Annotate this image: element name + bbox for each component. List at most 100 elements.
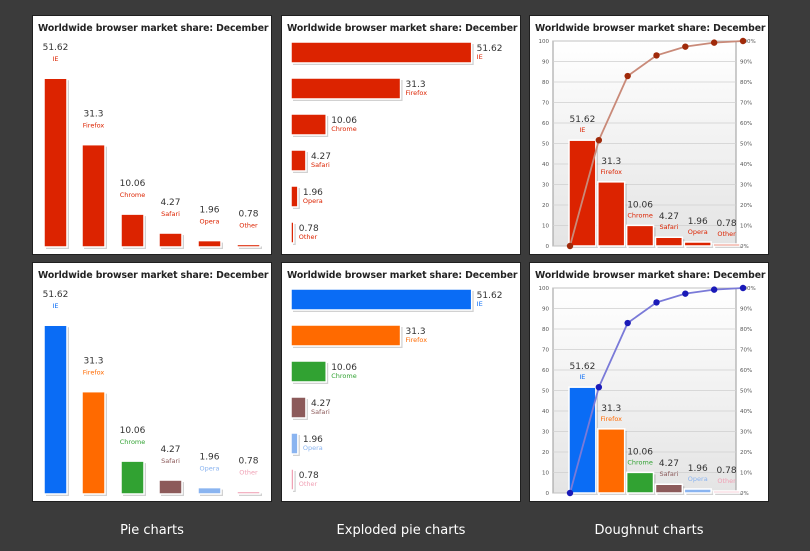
- chart-panel-pie-color: Worldwide browser market share: December…: [32, 262, 272, 502]
- category-label: Firefox: [83, 369, 105, 377]
- y-tick-label: 10: [542, 471, 549, 477]
- data-value-label: 10.06: [627, 200, 653, 210]
- category-label: Chrome: [627, 458, 653, 466]
- bar: [290, 41, 473, 64]
- data-value-label: 4.27: [659, 459, 679, 469]
- y-tick-label: 50: [542, 142, 549, 148]
- category-label: Safari: [161, 457, 180, 465]
- cumulative-point: [739, 37, 747, 45]
- bar: [568, 139, 597, 247]
- bar: [625, 471, 655, 494]
- category-label: Other: [717, 477, 736, 485]
- y-tick-label: 70: [542, 101, 549, 107]
- category-label: Opera: [303, 197, 323, 205]
- chart-panel-exploded-color: Worldwide browser market share: December…: [281, 262, 521, 502]
- data-value-label: 31.3: [83, 357, 103, 367]
- caption-doughnut-charts[interactable]: Doughnut charts: [594, 523, 704, 538]
- y2-tick-label: 0%: [740, 244, 749, 250]
- chart-title: Worldwide browser market share: December…: [287, 23, 521, 34]
- y-tick-label: 80: [542, 80, 549, 86]
- y2-tick-label: 90%: [740, 60, 752, 66]
- data-value-label: 31.3: [406, 327, 426, 337]
- category-label: Other: [299, 233, 318, 241]
- bar: [597, 181, 626, 247]
- bar: [625, 224, 655, 247]
- y2-tick-label: 70%: [740, 348, 752, 354]
- y2-tick-label: 100%: [740, 286, 756, 292]
- bar: [290, 396, 307, 419]
- bar: [290, 288, 473, 311]
- caption-pie-charts[interactable]: Pie charts: [120, 523, 184, 538]
- y2-tick-label: 90%: [740, 307, 752, 313]
- data-value-label: 31.3: [601, 404, 621, 414]
- data-value-label: 31.3: [83, 110, 103, 120]
- data-value-label: 4.27: [311, 399, 331, 409]
- category-label: IE: [477, 300, 483, 308]
- cumulative-point: [682, 43, 689, 50]
- cumulative-point: [710, 286, 718, 293]
- data-value-label: 4.27: [160, 198, 180, 208]
- y2-tick-label: 40%: [740, 162, 752, 168]
- y2-tick-label: 10%: [740, 471, 752, 477]
- y-tick-label: 40: [542, 409, 549, 415]
- bar: [236, 243, 261, 248]
- category-label: Chrome: [331, 372, 357, 380]
- data-value-label: 51.62: [477, 44, 503, 54]
- y-tick-label: 0: [546, 244, 550, 250]
- data-value-label: 10.06: [120, 179, 146, 189]
- category-label: Opera: [303, 444, 323, 452]
- category-label: Chrome: [331, 125, 357, 133]
- y-tick-label: 60: [542, 121, 549, 127]
- y2-tick-label: 30%: [740, 430, 752, 436]
- chart-svg: 0 0% 10 10% 20 20% 30 30% 40 40% 50 50% 60 60% 70 70% 80…: [539, 284, 756, 497]
- data-value-label: 31.3: [601, 157, 621, 167]
- bar: [712, 490, 741, 494]
- y-tick-label: 30: [542, 430, 549, 436]
- y2-tick-label: 80%: [740, 80, 752, 86]
- y2-tick-label: 70%: [740, 101, 752, 107]
- category-label: Opera: [200, 465, 220, 473]
- data-value-label: 1.96: [303, 435, 323, 445]
- y-tick-label: 20: [542, 450, 549, 456]
- y-tick-label: 0: [546, 491, 550, 497]
- chart-svg: 51.62IE31.3Firefox10.06Chrome4.27Safari1…: [290, 288, 503, 492]
- y-tick-label: 60: [542, 368, 549, 374]
- y-tick-label: 90: [542, 60, 549, 66]
- bar: [290, 149, 307, 172]
- category-label: Chrome: [120, 191, 146, 199]
- category-label: Safari: [659, 470, 678, 478]
- chart-panel-doughnut-color: Worldwide browser market share: December…: [529, 262, 769, 502]
- bar: [197, 486, 222, 495]
- data-value-label: 1.96: [199, 206, 219, 216]
- category-label: Other: [299, 480, 318, 488]
- bar: [290, 324, 402, 347]
- cumulative-point: [624, 72, 631, 80]
- data-value-label: 51.62: [477, 291, 503, 301]
- y2-tick-label: 60%: [740, 368, 752, 374]
- y-tick-label: 80: [542, 327, 549, 333]
- data-value-label: 1.96: [303, 188, 323, 198]
- bar: [236, 490, 261, 495]
- y-tick-label: 70: [542, 348, 549, 354]
- category-label: Safari: [311, 161, 330, 169]
- category-label: IE: [579, 126, 585, 134]
- bar: [290, 77, 402, 100]
- category-label: Other: [239, 468, 258, 476]
- category-label: Other: [717, 230, 736, 238]
- cumulative-point: [710, 39, 718, 46]
- chart-title: Worldwide browser market share: December…: [38, 23, 272, 34]
- bar: [290, 185, 299, 208]
- chart-panel-doughnut-red: Worldwide browser market share: December…: [529, 15, 769, 255]
- cumulative-point: [653, 52, 660, 59]
- y-tick-label: 10: [542, 224, 549, 230]
- data-value-label: 10.06: [627, 447, 653, 457]
- cumulative-point: [653, 299, 660, 306]
- chart-svg: 0 0% 10 10% 20 20% 30 30% 40 40% 50 50% 60 60% 70 70% 80…: [539, 37, 756, 250]
- y2-tick-label: 30%: [740, 183, 752, 189]
- caption-exploded-pie-charts[interactable]: Exploded pie charts: [336, 523, 466, 538]
- data-value-label: 0.78: [238, 209, 258, 219]
- cumulative-point: [595, 136, 603, 144]
- bar: [568, 386, 597, 494]
- y2-tick-label: 60%: [740, 121, 752, 127]
